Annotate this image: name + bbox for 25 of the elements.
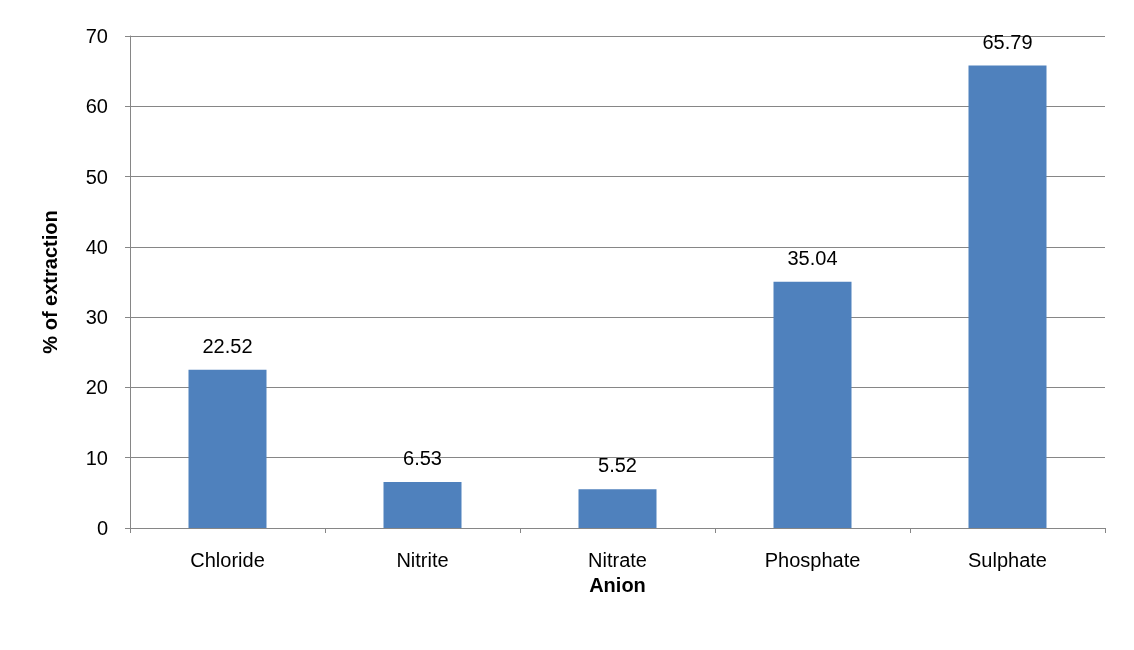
y-axis-title: % of extraction bbox=[39, 210, 61, 354]
y-tick-label: 70 bbox=[85, 25, 108, 47]
y-tick-label: 0 bbox=[96, 517, 108, 539]
y-tick-label: 30 bbox=[85, 306, 108, 329]
bar bbox=[188, 369, 267, 528]
data-label: 35.04 bbox=[787, 246, 838, 269]
y-tick-label: 10 bbox=[85, 446, 108, 469]
y-tick-label: 50 bbox=[85, 165, 108, 188]
y-tick-label: 60 bbox=[85, 95, 108, 118]
x-tick-label: Nitrate bbox=[588, 549, 647, 571]
bar bbox=[383, 482, 462, 528]
bar bbox=[968, 65, 1047, 528]
y-tick-label: 40 bbox=[85, 235, 108, 258]
y-tick-label: 20 bbox=[85, 376, 108, 399]
x-axis-title: Anion bbox=[589, 573, 646, 596]
data-label: 22.52 bbox=[202, 334, 253, 357]
bar bbox=[773, 281, 852, 528]
x-tick-label: Phosphate bbox=[764, 549, 861, 571]
bar bbox=[578, 489, 657, 528]
x-tick-label: Sulphate bbox=[968, 549, 1047, 571]
data-label: 5.52 bbox=[598, 454, 637, 477]
x-tick-label: Chloride bbox=[190, 549, 265, 571]
x-tick-label: Nitrite bbox=[396, 549, 449, 571]
data-label: 6.53 bbox=[403, 447, 442, 470]
data-label: 65.79 bbox=[982, 30, 1033, 53]
